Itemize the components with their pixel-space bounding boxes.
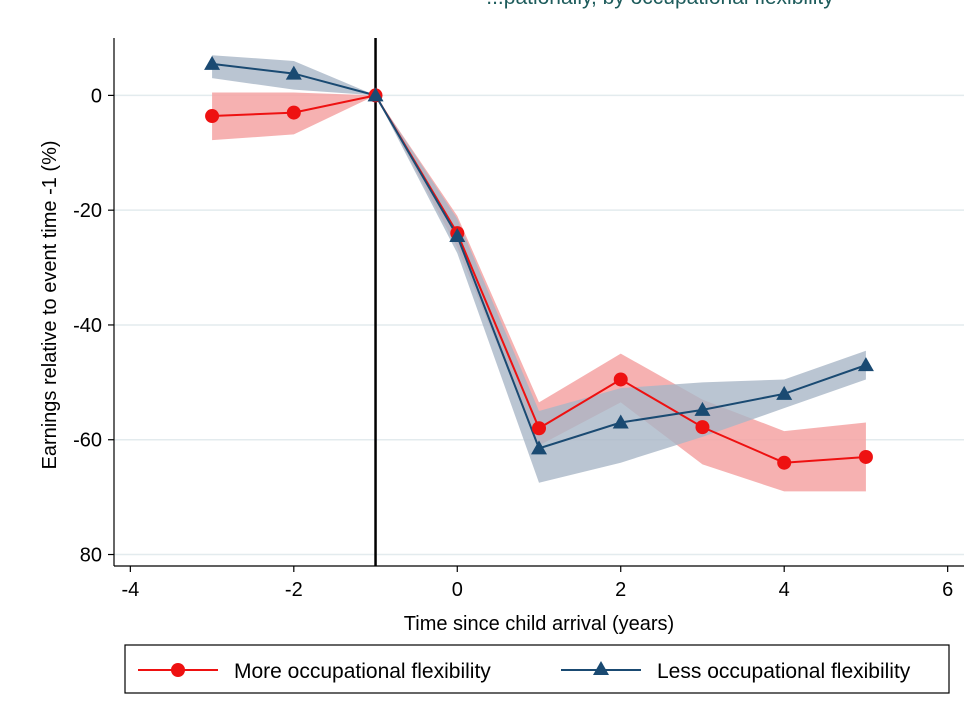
x-tick-label-1: -2 <box>285 579 303 601</box>
marker-series-1-point-8 <box>857 357 874 372</box>
marker-series-1-point-6 <box>694 401 711 416</box>
marker-series-1-point-2 <box>367 87 384 102</box>
marker-series-0-point-1 <box>286 105 301 120</box>
marker-series-0-point-5 <box>613 372 628 387</box>
x-tick-label-5: 6 <box>942 579 953 601</box>
marker-series-0-point-7 <box>777 455 792 470</box>
x-tick-label-0: -4 <box>121 579 139 601</box>
x-tick-label-2: 0 <box>452 579 463 601</box>
legend: More occupational flexibility Less occup… <box>124 644 950 694</box>
legend-label-more: More occupational flexibility <box>234 660 491 683</box>
legend-label-less: Less occupational flexibility <box>657 660 911 683</box>
legend-box <box>124 644 950 694</box>
marker-series-1-point-3 <box>449 228 466 242</box>
y-axis-label: Earnings relative to event time -1 (%) <box>39 140 61 469</box>
x-tick-label-3: 2 <box>615 579 626 601</box>
x-tick-label-4: 4 <box>779 579 790 601</box>
marker-series-1-point-7 <box>776 385 793 400</box>
chart-title-cut: ...pationally, by occupational flexibili… <box>486 0 834 9</box>
y-tick-label-0: 0 <box>91 85 102 107</box>
y-tick-label-2: -40 <box>73 315 102 337</box>
marker-series-1-point-0 <box>204 55 221 70</box>
legend-swatch-more-marker <box>171 663 185 677</box>
marker-series-0-point-6 <box>695 420 710 435</box>
marker-series-0-point-4 <box>532 421 546 436</box>
marker-series-0-point-0 <box>205 109 220 124</box>
marker-series-1-point-4 <box>531 440 547 455</box>
confidence-bands <box>212 55 866 492</box>
y-tick-label-1: -20 <box>73 200 102 222</box>
axes <box>108 38 964 572</box>
y-tick-label-4: 80 <box>80 545 102 567</box>
marker-series-1-point-1 <box>285 65 302 80</box>
series-markers <box>204 55 874 470</box>
legend-swatch-less-marker <box>593 661 609 675</box>
marker-series-1-point-5 <box>612 414 629 429</box>
marker-series-0-point-8 <box>858 449 873 464</box>
x-axis-label: Time since child arrival (years) <box>404 613 674 635</box>
y-tick-label-3: -60 <box>73 430 102 452</box>
